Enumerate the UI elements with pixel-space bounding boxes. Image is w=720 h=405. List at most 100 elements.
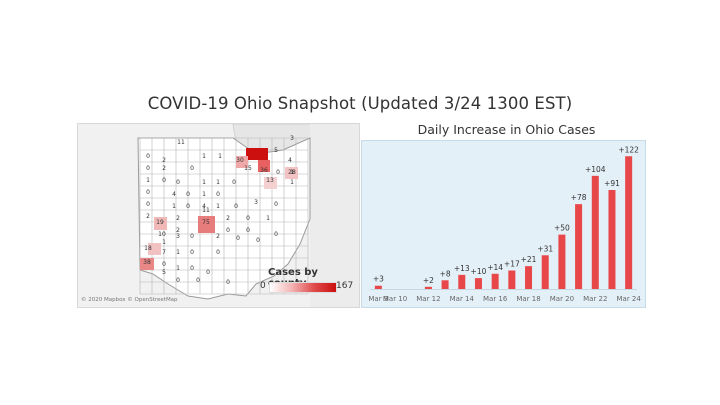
county-summit xyxy=(258,160,270,172)
county-butler xyxy=(148,243,161,255)
county-case-label: 2 xyxy=(226,215,230,222)
county-case-label: 1 xyxy=(290,179,294,186)
county-case-label: 0 xyxy=(162,261,166,268)
data-label: +8 xyxy=(440,269,451,278)
county-case-label: 0 xyxy=(196,277,200,284)
county-case-label: 3 xyxy=(254,199,258,206)
county-case-label: 2 xyxy=(162,157,166,164)
x-tick-label: Mar 20 xyxy=(550,295,574,303)
x-tick-label: Mar 10 xyxy=(383,295,407,303)
county-case-label: 0 xyxy=(216,191,220,198)
x-tick-label: Mar 14 xyxy=(450,295,475,303)
county-case-label: 1 xyxy=(172,203,176,210)
county-case-label: 0 xyxy=(146,201,150,208)
county-case-label: 15 xyxy=(244,165,252,172)
legend-min: 0 xyxy=(260,281,266,291)
county-case-label: 11 xyxy=(177,139,185,146)
bar xyxy=(525,266,533,289)
county-case-label: 0 xyxy=(146,189,150,196)
county-case-label: 4 xyxy=(172,191,176,198)
county-case-label: 18 xyxy=(144,245,152,252)
data-label: +13 xyxy=(454,264,470,273)
data-label: +91 xyxy=(604,179,620,188)
county-lorain xyxy=(236,156,248,168)
county-case-label: 3 xyxy=(176,233,180,240)
county-case-label: 0 xyxy=(176,277,180,284)
county-montgomery xyxy=(154,217,167,230)
county-case-label: 1 xyxy=(202,153,206,160)
data-label: +2 xyxy=(423,276,434,285)
bar xyxy=(508,270,516,289)
data-label: +78 xyxy=(571,193,587,202)
data-label: +50 xyxy=(554,224,570,233)
county-case-label: 0 xyxy=(236,235,240,242)
county-case-label: 3 xyxy=(290,135,294,142)
county-case-label: 0 xyxy=(276,169,280,176)
bar xyxy=(474,278,482,289)
data-label: +104 xyxy=(585,165,606,174)
county-case-label: 1 xyxy=(202,179,206,186)
county-case-label: 0 xyxy=(190,249,194,256)
county-case-label: 0 xyxy=(234,203,238,210)
county-case-label: 0 xyxy=(246,227,250,234)
county-case-label: 2 xyxy=(176,215,180,222)
bar xyxy=(458,274,466,289)
county-case-label: 1 xyxy=(216,203,220,210)
county-case-label: 10 xyxy=(158,231,166,238)
bar xyxy=(591,175,599,289)
county-case-label: 75 xyxy=(202,219,210,226)
county-case-label: 1 xyxy=(216,179,220,186)
county-case-label: 1 xyxy=(176,249,180,256)
county-case-label: 0 xyxy=(176,179,180,186)
county-case-label: 1 xyxy=(290,169,294,176)
bar xyxy=(575,204,583,289)
county-case-label: 0 xyxy=(186,203,190,210)
county-case-label: 38 xyxy=(143,259,151,266)
county-case-label: 19 xyxy=(156,219,164,226)
county-case-label: 0 xyxy=(216,249,220,256)
map-credit[interactable]: © 2020 Mapbox © OpenStreetMap xyxy=(81,297,178,303)
data-label: +122 xyxy=(618,145,639,154)
county-mahoning xyxy=(285,167,298,179)
county-case-label: 0 xyxy=(232,179,236,186)
x-tick-label: Mar 12 xyxy=(416,295,440,303)
bar xyxy=(608,189,616,289)
x-tick-label: Mar 16 xyxy=(483,295,508,303)
county-case-label: 13 xyxy=(266,177,274,184)
county-case-label: 0 xyxy=(190,165,194,172)
county-case-label: 28 xyxy=(288,169,296,176)
county-case-label: 5 xyxy=(162,269,166,276)
data-label: +14 xyxy=(487,263,503,272)
county-case-label: 1 xyxy=(146,177,150,184)
county-case-label: 2 xyxy=(216,233,220,240)
x-tick-label: Mar 22 xyxy=(583,295,607,303)
county-case-label: 0 xyxy=(146,165,150,172)
county-case-label: 4 xyxy=(288,157,292,164)
county-case-label: 2 xyxy=(146,213,150,220)
pennsylvania-region xyxy=(310,124,359,307)
county-case-label: 2 xyxy=(176,227,180,234)
legend-gradient xyxy=(269,282,337,293)
bar xyxy=(541,255,549,289)
legend-max: 167 xyxy=(336,281,354,291)
bar xyxy=(374,285,382,289)
slide-title: COVID-19 Ohio Snapshot (Updated 3/24 130… xyxy=(147,94,573,113)
county-case-label: 0 xyxy=(162,177,166,184)
bar xyxy=(491,273,499,289)
county-case-label: 11 xyxy=(202,207,210,214)
county-case-label: 36 xyxy=(260,167,268,174)
county-case-label: 4 xyxy=(202,203,206,210)
county-case-label: 0 xyxy=(226,279,230,286)
county-franklin xyxy=(198,216,215,233)
chart-title: Daily Increase in Ohio Cases xyxy=(417,122,596,137)
bar xyxy=(625,156,633,289)
county-case-label: 2 xyxy=(162,165,166,172)
county-case-label: 0 xyxy=(256,237,260,244)
data-label: +31 xyxy=(537,244,553,253)
county-cuyahoga xyxy=(246,148,268,160)
county-case-label: 5 xyxy=(274,147,278,154)
county-case-label: 1 xyxy=(266,215,270,222)
county-case-label: 0 xyxy=(186,191,190,198)
data-label: +21 xyxy=(521,255,537,264)
